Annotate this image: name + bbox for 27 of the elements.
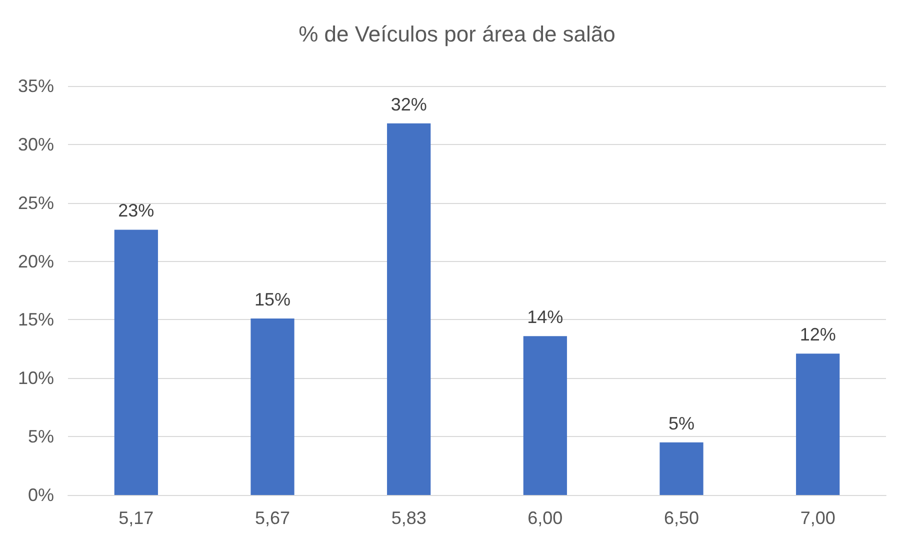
x-tick-label: 6,00 — [528, 508, 563, 528]
x-tick-label: 7,00 — [800, 508, 836, 528]
x-tick-label: 5,83 — [391, 508, 426, 528]
data-label: 14% — [527, 307, 564, 328]
y-tick-label: 20% — [18, 251, 54, 272]
y-tick-label: 30% — [18, 134, 54, 154]
y-tick-label: 25% — [18, 192, 54, 213]
data-label: 32% — [390, 94, 427, 114]
x-tick-label: 5,17 — [118, 508, 154, 528]
y-tick-label: 15% — [18, 310, 54, 330]
y-tick-label: 10% — [18, 368, 54, 388]
bar — [250, 318, 294, 495]
bar — [660, 442, 704, 495]
data-label: 12% — [800, 324, 836, 345]
bar — [114, 230, 158, 495]
data-label: 23% — [118, 200, 154, 221]
x-tick-label: 6,50 — [664, 508, 700, 528]
chart-title: % de Veículos por área de salão — [298, 22, 616, 46]
bar — [523, 336, 567, 495]
x-tick-label: 5,67 — [254, 508, 290, 528]
y-tick-label: 5% — [28, 426, 54, 447]
bar — [387, 123, 431, 495]
data-label: 5% — [668, 413, 695, 434]
y-tick-label: 0% — [28, 485, 54, 505]
y-tick-label: 35% — [18, 76, 54, 96]
data-label: 15% — [254, 290, 291, 310]
bar — [796, 354, 840, 495]
